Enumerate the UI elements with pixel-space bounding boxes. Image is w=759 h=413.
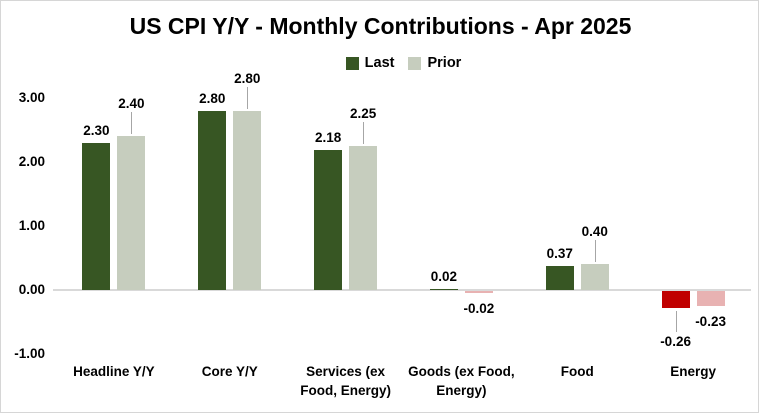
- bar-last-energy: [661, 291, 690, 308]
- y-axis-tick-1.00: 1.00: [18, 218, 45, 233]
- bar-last-food: [545, 266, 574, 290]
- data-label-last-headline-y-y: 2.30: [83, 122, 110, 138]
- legend-item-prior: Prior: [408, 55, 461, 71]
- category-label-headline-y-y: Headline Y/Y: [73, 364, 155, 379]
- data-label-prior-services-ex-food-energy: 2.25: [349, 106, 377, 121]
- data-label-last-food: 0.37: [546, 246, 573, 262]
- bar-prior-services-ex-food-energy: [349, 146, 378, 290]
- y-axis-tick-0.00: 0.00: [18, 282, 45, 297]
- data-label-last-goods-ex-food-energy: 0.02: [430, 268, 458, 284]
- y-axis-tick-3.00: 3.00: [18, 90, 45, 105]
- zero-axis-line: [53, 289, 751, 291]
- category-label-services-ex-food-energy: Services (ex Food, Energy): [300, 364, 391, 398]
- legend-swatch-prior: [408, 56, 422, 70]
- bar-prior-goods-ex-food-energy: [464, 291, 493, 293]
- bar-prior-energy: [696, 291, 725, 306]
- legend-label-prior: Prior: [427, 55, 462, 71]
- leader-line-prior-services-ex-food-energy: [363, 122, 365, 144]
- bar-last-core-y-y: [198, 110, 227, 290]
- data-label-prior-goods-ex-food-energy: -0.02: [463, 300, 495, 316]
- chart-title: US CPI Y/Y - Monthly Contributions - Apr…: [129, 13, 632, 39]
- data-label-prior-food: 0.40: [581, 224, 608, 240]
- leader-line-last-energy: [675, 310, 677, 332]
- category-label-goods-ex-food-energy: Goods (ex Food, Energy): [408, 364, 515, 398]
- data-label-last-core-y-y: 2.80: [199, 90, 226, 106]
- leader-line-prior-core-y-y: [247, 86, 249, 109]
- data-label-prior-headline-y-y: 2.40: [118, 96, 145, 112]
- bar-prior-food: [580, 264, 609, 290]
- bar-last-goods-ex-food-energy: [429, 288, 458, 290]
- legend-item-last: Last: [345, 55, 395, 71]
- legend-swatch-last: [345, 56, 359, 70]
- data-label-last-energy: -0.26: [660, 333, 691, 349]
- y-axis-tick--1.00: -1.00: [14, 346, 45, 361]
- chart-legend: Last Prior: [56, 55, 751, 71]
- leader-line-prior-headline-y-y: [131, 112, 133, 135]
- category-label-core-y-y: Core Y/Y: [201, 364, 258, 379]
- data-label-last-services-ex-food-energy: 2.18: [314, 130, 342, 146]
- data-label-prior-core-y-y: 2.80: [234, 70, 261, 86]
- bar-last-services-ex-food-energy: [314, 150, 343, 290]
- bar-prior-core-y-y: [233, 110, 262, 290]
- category-label-food: Food: [560, 364, 594, 379]
- legend-label-last: Last: [364, 55, 395, 71]
- bar-prior-headline-y-y: [117, 136, 146, 290]
- category-label-energy: Energy: [670, 364, 716, 379]
- bar-last-headline-y-y: [82, 142, 111, 290]
- y-axis-tick-2.00: 2.00: [18, 154, 45, 169]
- leader-line-prior-food: [594, 240, 596, 263]
- data-label-prior-energy: -0.23: [695, 313, 726, 329]
